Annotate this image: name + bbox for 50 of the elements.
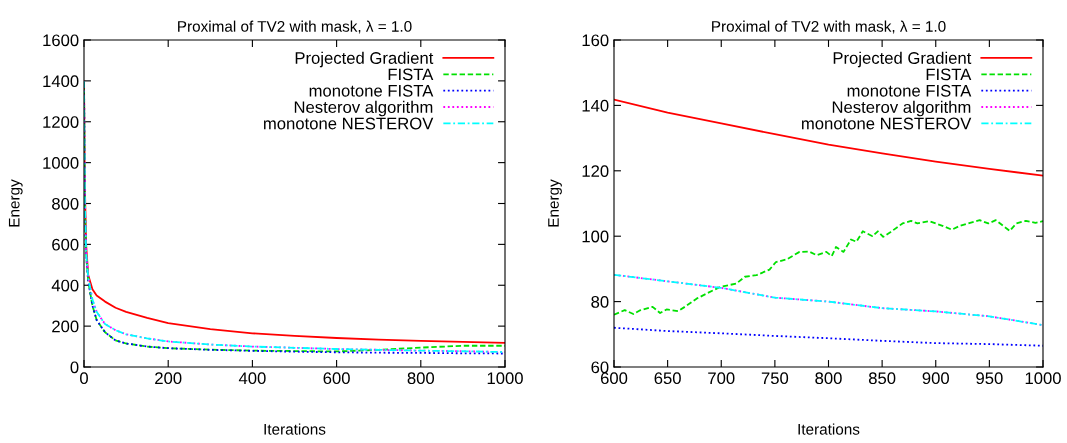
chart-title: Proximal of TV2 with mask, λ = 1.0: [178, 20, 412, 34]
legend-label: Nesterov algorithm: [832, 100, 971, 117]
y-tick-label: 1200: [43, 116, 79, 128]
line-series: [614, 273, 1043, 327]
x-axis-title: Iterations: [798, 423, 860, 435]
legend-label: monotone NESTEROV: [264, 117, 434, 130]
legend-label: monotone FISTA: [309, 84, 434, 97]
x-tick-label: 900: [922, 372, 949, 385]
x-tick-label: 0: [80, 372, 88, 385]
x-tick-label: 800: [815, 372, 842, 385]
legend-label: FISTA: [926, 68, 972, 81]
y-tick-label: 1400: [43, 75, 79, 88]
y-tick-label: 400: [51, 279, 79, 292]
y-tick-label: 1000: [43, 157, 79, 169]
legend-label: monotone NESTEROV: [802, 117, 972, 130]
y-tick-label: 1600: [43, 34, 79, 47]
x-axis-title: Iterations: [264, 423, 326, 435]
y-tick-label: 200: [52, 320, 79, 333]
y-tick-label: 120: [582, 165, 609, 177]
y-tick-label: 80: [591, 296, 609, 308]
x-tick-label: 850: [868, 372, 896, 385]
y-axis-title: Energy: [548, 179, 562, 227]
x-tick-label: 800: [407, 372, 435, 385]
x-tick-label: 700: [708, 372, 735, 385]
x-tick-label: 1000: [1025, 372, 1061, 385]
x-tick-label: 950: [976, 372, 1003, 385]
legend-label: Nesterov algorithm: [294, 100, 433, 117]
x-tick-label: 600: [323, 372, 350, 385]
line-series: [614, 219, 1043, 316]
line-series: [614, 326, 1043, 347]
legend-label: Projected Gradient: [833, 51, 972, 68]
y-tick-label: 600: [52, 238, 79, 251]
x-tick-label: 1000: [487, 372, 523, 385]
y-tick-label: 0: [70, 361, 79, 374]
y-tick-label: 800: [52, 197, 79, 210]
y-tick-label: 100: [582, 230, 609, 243]
legend-label: FISTA: [388, 68, 434, 81]
x-tick-label: 200: [155, 372, 182, 385]
x-tick-label: 650: [654, 372, 681, 385]
x-tick-label: 750: [761, 372, 789, 385]
line-series: [614, 98, 1043, 177]
y-axis-title: Energy: [8, 179, 23, 227]
chart-title: Proximal of TV2 with mask, λ = 1.0: [712, 20, 946, 34]
legend-label: Projected Gradient: [295, 51, 434, 68]
y-tick-label: 140: [582, 99, 609, 112]
y-tick-label: 160: [582, 34, 609, 47]
x-tick-label: 600: [600, 372, 628, 385]
legend-label: monotone FISTA: [847, 84, 972, 97]
x-tick-label: 400: [238, 372, 266, 385]
y-tick-label: 60: [591, 361, 609, 374]
